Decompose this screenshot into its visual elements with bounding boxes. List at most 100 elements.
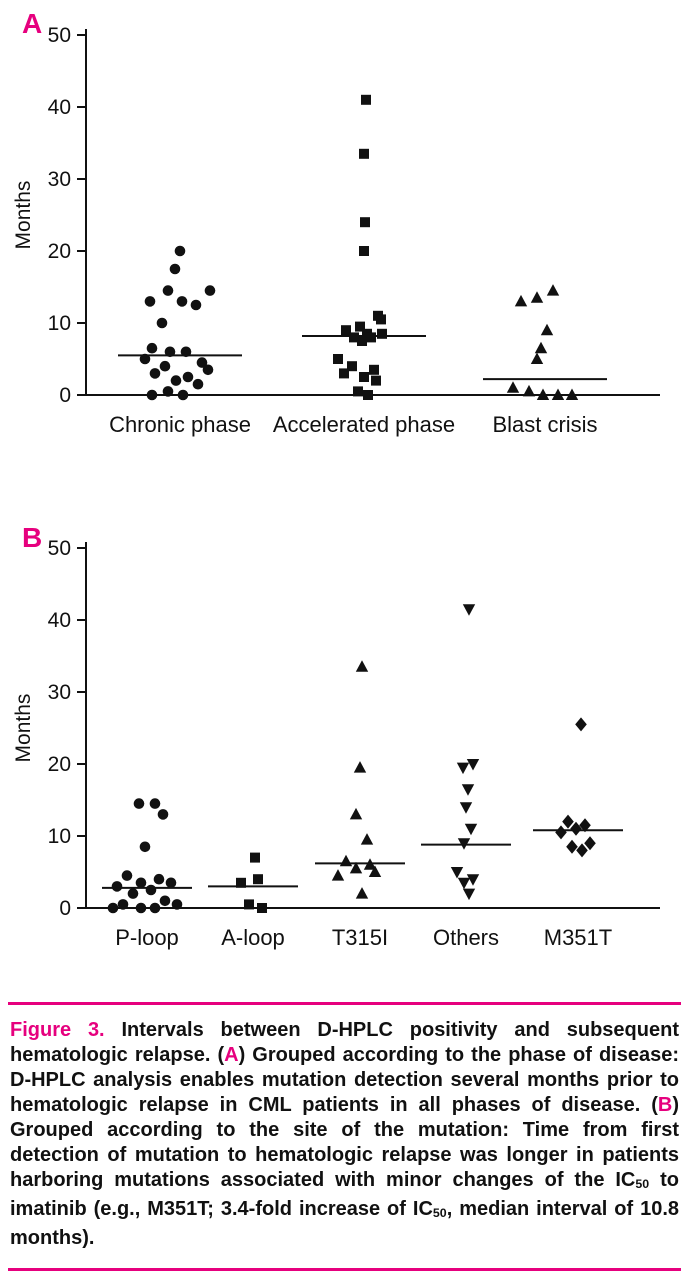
data-point-circle — [180, 346, 192, 358]
caption-accent-text: A — [224, 1044, 239, 1066]
category-label: M351T — [544, 925, 612, 950]
data-point-circle — [149, 902, 161, 914]
y-tick-label: 0 — [59, 897, 71, 920]
data-point-square — [359, 148, 369, 159]
data-point-square — [359, 246, 369, 256]
panel-b-label: B — [22, 522, 43, 553]
data-point-circle — [144, 296, 156, 307]
data-point-circle — [146, 342, 158, 354]
data-point-square — [371, 375, 381, 386]
data-point-triangle-up — [530, 352, 544, 364]
category-label: P-loop — [115, 925, 179, 950]
data-point-circle — [146, 389, 158, 401]
data-point-triangle-up — [540, 323, 554, 336]
data-point-triangle-up — [368, 865, 382, 877]
data-point-triangle-down — [461, 784, 475, 796]
data-point-square — [339, 368, 349, 379]
data-point-circle — [149, 368, 161, 379]
data-point-diamond — [584, 836, 596, 851]
category-label: T315I — [332, 925, 388, 950]
data-point-circle — [174, 245, 186, 257]
data-point-circle — [135, 902, 147, 914]
data-point-circle — [133, 798, 145, 809]
data-point-circle — [149, 798, 161, 809]
data-point-triangle-up — [522, 384, 536, 397]
data-point-triangle-up — [363, 858, 377, 870]
data-point-triangle-up — [536, 388, 550, 400]
y-axis-title: Months — [12, 694, 35, 763]
data-point-circle — [171, 899, 183, 910]
y-tick-label: 30 — [48, 681, 71, 704]
data-point-circle — [107, 902, 119, 914]
data-point-circle — [164, 346, 176, 358]
data-point-circle — [176, 296, 188, 307]
caption-text: , median interval of 10.8 months). — [10, 1198, 680, 1250]
data-point-square — [257, 903, 267, 913]
data-point-triangle-down — [464, 823, 478, 836]
panel-b-dotplot: 0 10 20 30 40 50 Months P-loop A-loop T315I Others… — [12, 537, 660, 950]
data-point-circle — [111, 881, 123, 892]
data-point-square — [359, 372, 369, 382]
data-point-circle — [153, 873, 165, 885]
data-point-square — [253, 874, 263, 885]
data-point-diamond — [575, 717, 587, 732]
caption-text: ) Grouped according to the site of the m… — [10, 1094, 679, 1191]
data-point-square — [360, 217, 370, 228]
data-point-triangle-down — [466, 759, 480, 771]
y-tick-label: 10 — [48, 825, 71, 848]
data-point-triangle-up — [349, 807, 363, 820]
y-tick-label: 20 — [48, 240, 71, 263]
data-point-square — [355, 321, 365, 332]
data-point-square — [366, 332, 376, 343]
data-point-circle — [117, 899, 129, 910]
data-point-square — [341, 325, 351, 336]
caption-text: Intervals between D-HPLC positivity and … — [10, 1019, 679, 1066]
data-point-triangle-down — [450, 867, 464, 879]
category-label: A-loop — [221, 925, 285, 950]
data-point-square — [244, 899, 254, 910]
y-tick-label: 50 — [48, 537, 71, 560]
data-point-triangle-down — [462, 604, 476, 616]
data-point-circle — [182, 371, 194, 383]
category-label: Accelerated phase — [273, 412, 455, 437]
caption-text: to imatinib (e.g., M351T; 3.4-fold incre… — [10, 1169, 680, 1221]
data-point-circle — [145, 884, 157, 896]
data-point-square — [376, 314, 386, 325]
data-point-square — [236, 877, 246, 888]
data-point-triangle-down — [456, 762, 470, 775]
data-point-square — [377, 328, 387, 339]
data-point-triangle-down — [457, 877, 471, 890]
caption-accent-text: Figure 3. — [10, 1019, 105, 1041]
data-point-circle — [162, 386, 174, 397]
data-point-square — [333, 354, 343, 364]
data-point-triangle-up — [355, 660, 369, 672]
data-point-circle — [156, 317, 168, 329]
figure-caption: Figure 3. Intervals between D-HPLC posit… — [8, 1002, 681, 1272]
data-point-triangle-up — [546, 284, 560, 296]
data-point-triangle-down — [466, 874, 480, 886]
data-point-triangle-up — [353, 761, 367, 773]
data-point-square — [353, 386, 363, 397]
data-point-circle — [135, 877, 147, 889]
y-tick-label: 50 — [48, 24, 71, 47]
data-point-triangle-up — [530, 291, 544, 303]
data-point-circle — [169, 263, 181, 275]
data-point-circle — [177, 389, 189, 401]
data-point-circle — [159, 895, 171, 907]
data-point-diamond — [570, 821, 582, 836]
data-point-circle — [204, 285, 216, 296]
data-point-square — [250, 852, 260, 863]
data-point-triangle-up — [514, 294, 528, 307]
data-point-circle — [196, 357, 208, 368]
data-point-circle — [139, 841, 151, 853]
data-point-square — [349, 332, 359, 343]
data-point-triangle-down — [457, 838, 471, 850]
data-point-square — [369, 364, 379, 375]
y-axis-title: Months — [12, 181, 35, 250]
data-point-diamond — [579, 818, 591, 833]
data-point-circle — [127, 888, 139, 899]
data-point-circle — [159, 360, 171, 372]
data-point-diamond — [566, 839, 578, 854]
data-point-square — [357, 336, 367, 346]
